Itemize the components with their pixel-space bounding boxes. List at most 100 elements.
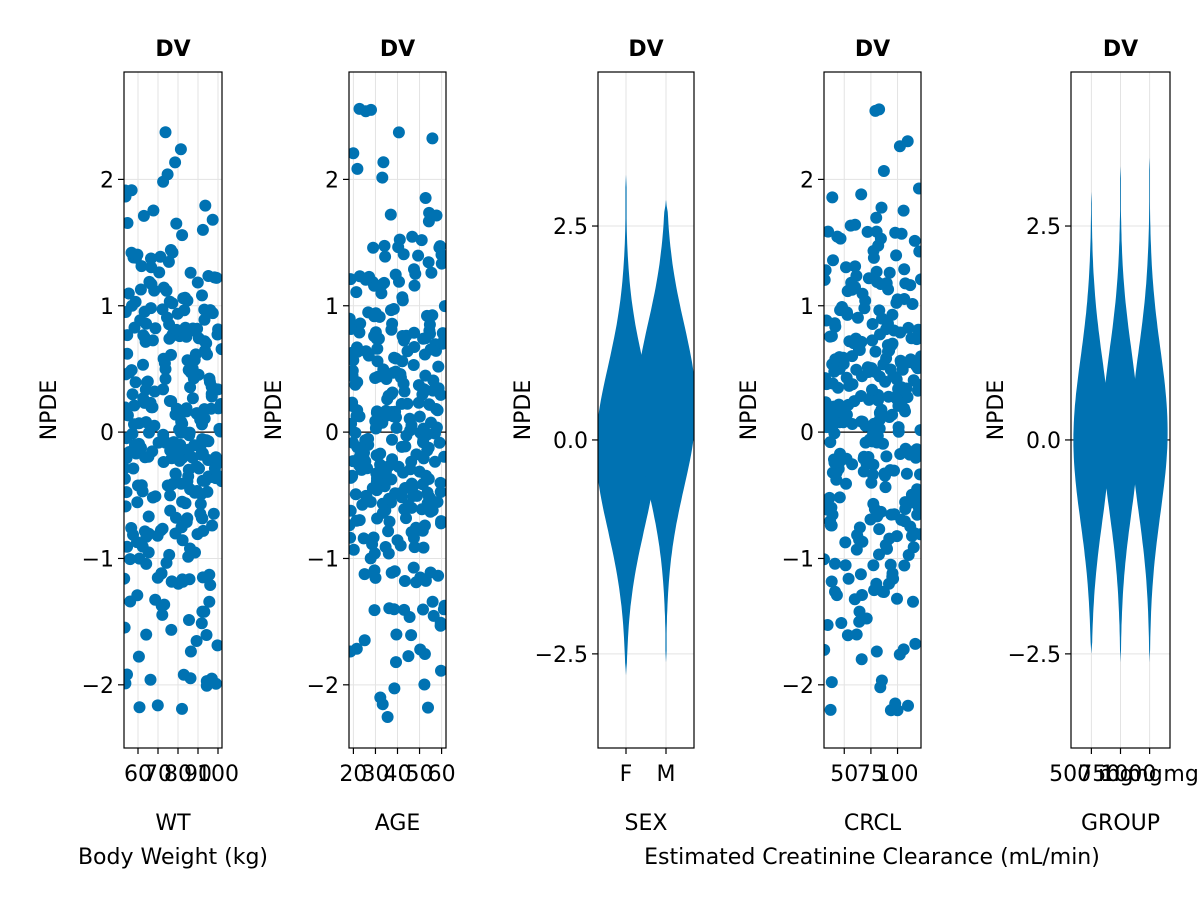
x-axis-label: CRCL (844, 811, 902, 836)
y-tick-label: 0 (800, 421, 814, 446)
scatter-point (353, 514, 366, 527)
scatter-point (149, 322, 162, 335)
scatter-point (159, 372, 172, 385)
scatter-point (156, 303, 169, 316)
y-tick-label: −2 (307, 674, 339, 699)
scatter-point (145, 252, 157, 265)
scatter-point (349, 488, 362, 501)
scatter-point (357, 532, 370, 545)
scatter-point (376, 171, 389, 184)
scatter-point (176, 702, 188, 715)
scatter-point (844, 282, 857, 295)
scatter-point (191, 276, 204, 289)
scatter-point (358, 568, 371, 581)
scatter-point (137, 209, 150, 222)
scatter-point (126, 388, 139, 401)
scatter-point (417, 603, 429, 616)
scatter-point (156, 608, 169, 621)
scatter-point (410, 521, 422, 534)
scatter-point (159, 126, 172, 139)
scatter-point (170, 402, 183, 415)
scatter-point (390, 421, 403, 434)
y-tick-label: 2 (325, 168, 339, 193)
scatter-point (196, 474, 209, 487)
scatter-point (357, 452, 370, 465)
scatter-point (867, 251, 880, 264)
scatter-point (165, 623, 178, 636)
scatter-point (367, 241, 380, 254)
scatter-point (153, 266, 166, 279)
panel-title: DV (1103, 37, 1138, 62)
scatter-point (914, 468, 921, 481)
scatter-point (873, 523, 886, 536)
scatter-point (908, 234, 921, 247)
scatter-point (359, 273, 372, 286)
scatter-point (421, 497, 434, 510)
scatter-point (163, 548, 176, 561)
scatter-point (132, 650, 145, 663)
scatter-point (900, 467, 913, 480)
scatter-point (831, 230, 844, 243)
scatter-point (400, 329, 413, 342)
scatter-point (125, 246, 138, 259)
scatter-point (191, 528, 204, 541)
scatter-point (387, 303, 400, 315)
scatter-point (873, 413, 886, 426)
scatter-point (406, 230, 419, 243)
scatter-point (124, 677, 132, 690)
scatter-point (147, 204, 160, 217)
scatter-point (885, 508, 898, 521)
scatter-point (869, 345, 882, 358)
scatter-point (839, 536, 852, 549)
scatter-point (883, 411, 896, 423)
scatter-point (162, 255, 175, 268)
scatter-point (884, 363, 897, 376)
scatter-point (206, 519, 219, 532)
scatter-point (386, 317, 399, 330)
y-tick-label: −1 (782, 547, 814, 572)
scatter-point (403, 611, 416, 623)
scatter-point (913, 245, 921, 258)
scatter-point (142, 450, 155, 463)
scatter-point (124, 329, 134, 342)
scatter-point (388, 603, 401, 616)
scatter-point (395, 491, 408, 504)
y-tick-label: 1 (325, 295, 339, 320)
violin-1000-mg (1131, 157, 1168, 663)
axes-frame (123, 71, 223, 749)
scatter-point (895, 513, 908, 526)
scatter-point (903, 448, 916, 461)
scatter-point (881, 542, 893, 555)
scatter-point (349, 455, 359, 468)
crcl-description-label: Estimated Creatinine Clearance (mL/min) (644, 845, 1100, 870)
scatter-point (159, 363, 172, 376)
scatter-point (840, 261, 852, 274)
scatter-point (880, 450, 893, 463)
x-tick-label: 40 (384, 762, 412, 787)
scatter-point (379, 405, 392, 418)
scatter-point (169, 156, 182, 169)
scatter-point (866, 318, 879, 330)
scatter-point (404, 463, 417, 476)
scatter-point (391, 534, 404, 547)
scatter-point (128, 399, 141, 412)
scatter-point (830, 466, 843, 479)
scatter-point (163, 332, 176, 345)
y-axis-label: NPDE (511, 380, 536, 441)
scatter-point (425, 266, 438, 279)
scatter-point (166, 297, 179, 310)
scatter-point (914, 424, 921, 437)
scatter-point (206, 213, 219, 226)
scatter-point (421, 428, 434, 441)
scatter-point (857, 452, 870, 465)
y-tick-label: −2 (782, 674, 814, 699)
scatter-point (349, 645, 357, 658)
scatter-point (125, 364, 138, 377)
scatter-point (201, 485, 214, 498)
scatter-point (826, 377, 839, 390)
scatter-point (882, 345, 894, 358)
scatter-point (186, 392, 199, 405)
x-tick-label: 30 (361, 762, 389, 787)
data-marks (349, 102, 446, 723)
y-tick-label: 0.0 (1026, 429, 1061, 454)
